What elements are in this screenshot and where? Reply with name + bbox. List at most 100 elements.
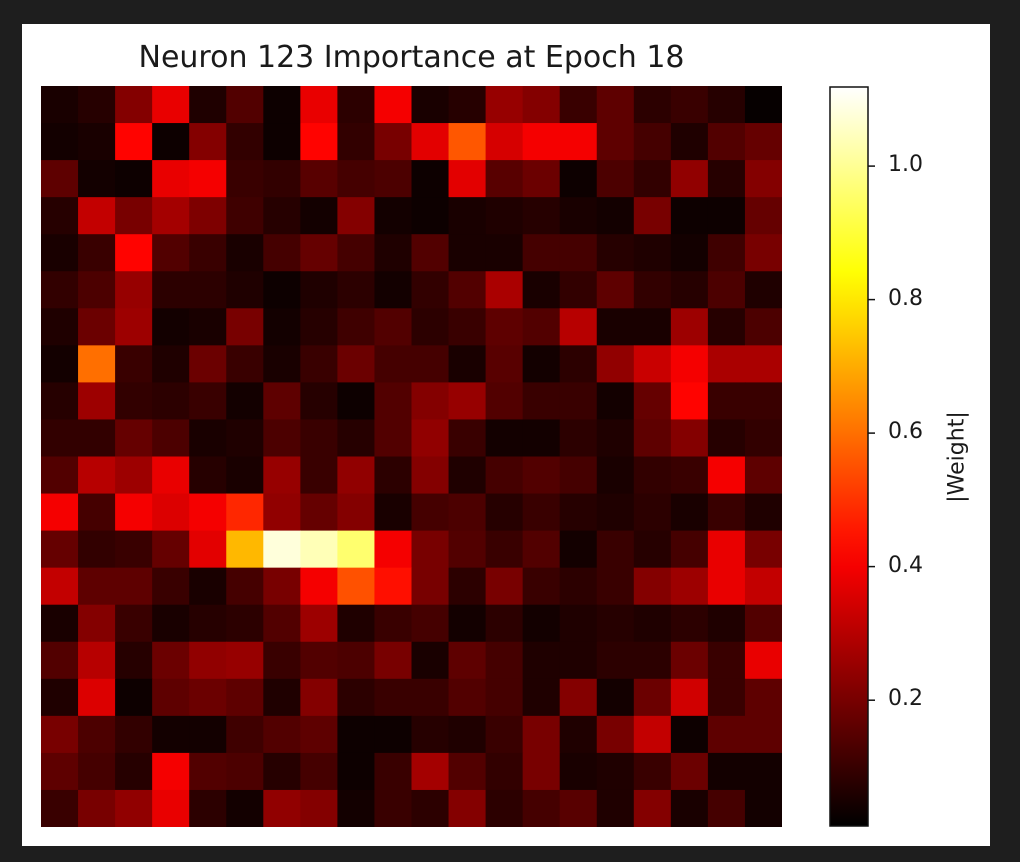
heatmap-cell-r17-c1	[78, 715, 116, 754]
heatmap-cell-r13-c9	[374, 567, 413, 606]
heatmap-cell-r3-c8	[337, 197, 376, 235]
heatmap-cell-r5-c4	[189, 271, 227, 309]
heatmap-cell-r2-c12	[485, 160, 524, 198]
heatmap-cell-r5-c8	[337, 271, 376, 309]
heatmap-cell-r19-c13	[522, 789, 561, 827]
heatmap-cell-r13-c6	[263, 567, 301, 606]
heatmap-cell-r18-c12	[485, 752, 524, 791]
heatmap-cell-r19-c10	[411, 789, 450, 827]
heatmap-cell-r9-c4	[189, 419, 227, 458]
colorbar-gradient	[829, 86, 869, 827]
heatmap-cell-r6-c7	[300, 308, 338, 346]
heatmap-cell-r18-c4	[189, 752, 227, 791]
heatmap-cell-r4-c5	[226, 234, 264, 272]
heatmap-cell-r14-c11	[448, 604, 487, 643]
heatmap-cell-r1-c8	[337, 123, 376, 161]
heatmap-cell-r11-c19	[744, 493, 782, 532]
heatmap-cell-r19-c0	[41, 789, 79, 827]
heatmap-cell-r15-c10	[411, 641, 450, 680]
heatmap-cell-r5-c19	[744, 271, 782, 309]
heatmap-cell-r19-c9	[374, 789, 413, 827]
heatmap-cell-r15-c18	[707, 641, 746, 680]
heatmap-cell-r1-c7	[300, 123, 338, 161]
heatmap-cell-r1-c18	[707, 123, 746, 161]
heatmap-cell-r19-c8	[337, 789, 376, 827]
heatmap-cell-r1-c4	[189, 123, 227, 161]
heatmap-cell-r2-c18	[707, 160, 746, 198]
heatmap-cell-r5-c10	[411, 271, 450, 309]
heatmap-cell-r9-c9	[374, 419, 413, 458]
heatmap-cell-r18-c6	[263, 752, 301, 791]
heatmap-cell-r18-c1	[78, 752, 116, 791]
heatmap-cell-r10-c9	[374, 456, 413, 495]
heatmap-cell-r19-c12	[485, 789, 524, 827]
chart-title: Neuron 123 Importance at Epoch 18	[138, 40, 685, 75]
heatmap-cell-r4-c12	[485, 234, 524, 272]
heatmap-cell-r0-c13	[522, 86, 561, 124]
heatmap-cell-r7-c12	[485, 345, 524, 383]
heatmap-cell-r16-c6	[263, 678, 301, 717]
heatmap-cell-r17-c18	[707, 715, 746, 754]
heatmap-cell-r15-c2	[115, 641, 153, 680]
heatmap-cell-r14-c4	[189, 604, 227, 643]
heatmap-cell-r10-c3	[152, 456, 190, 495]
heatmap-cell-r11-c18	[707, 493, 746, 532]
heatmap-cell-r16-c8	[337, 678, 376, 717]
heatmap-cell-r10-c7	[300, 456, 338, 495]
heatmap-cell-r18-c8	[337, 752, 376, 791]
heatmap-cell-r3-c16	[633, 197, 672, 235]
heatmap-cell-r7-c14	[559, 345, 598, 383]
heatmap-cell-r3-c5	[226, 197, 264, 235]
heatmap-cell-r15-c8	[337, 641, 376, 680]
heatmap-cell-r17-c7	[300, 715, 338, 754]
heatmap-cell-r0-c9	[374, 86, 413, 124]
heatmap-cell-r9-c16	[633, 419, 672, 458]
heatmap-cell-r11-c11	[448, 493, 487, 532]
heatmap-cell-r12-c4	[189, 530, 227, 569]
heatmap-cell-r7-c3	[152, 345, 190, 383]
heatmap-cell-r6-c3	[152, 308, 190, 346]
heatmap-cell-r13-c10	[411, 567, 450, 606]
heatmap-cell-r6-c0	[41, 308, 79, 346]
heatmap-cell-r16-c18	[707, 678, 746, 717]
heatmap-cell-r19-c15	[596, 789, 635, 827]
heatmap-cell-r15-c9	[374, 641, 413, 680]
heatmap-cell-r2-c3	[152, 160, 190, 198]
heatmap-cell-r16-c9	[374, 678, 413, 717]
heatmap-cell-r7-c1	[78, 345, 116, 383]
heatmap-cell-r14-c8	[337, 604, 376, 643]
heatmap-cell-r13-c8	[337, 567, 376, 606]
heatmap-cell-r5-c0	[41, 271, 79, 309]
heatmap-cell-r16-c15	[596, 678, 635, 717]
heatmap-cell-r3-c2	[115, 197, 153, 235]
heatmap-cell-r8-c16	[633, 382, 672, 421]
heatmap-cell-r17-c11	[448, 715, 487, 754]
heatmap-cell-r8-c11	[448, 382, 487, 421]
heatmap-cell-r6-c4	[189, 308, 227, 346]
heatmap-cell-r4-c9	[374, 234, 413, 272]
heatmap-cell-r13-c17	[670, 567, 709, 606]
heatmap-cell-r6-c16	[633, 308, 672, 346]
heatmap-cell-r12-c6	[263, 530, 301, 569]
heatmap-cell-r12-c12	[485, 530, 524, 569]
heatmap-cell-r15-c11	[448, 641, 487, 680]
heatmap-cell-r18-c19	[744, 752, 782, 791]
heatmap-cell-r12-c13	[522, 530, 561, 569]
heatmap-cell-r8-c13	[522, 382, 561, 421]
heatmap-cell-r4-c6	[263, 234, 301, 272]
heatmap-cell-r2-c5	[226, 160, 264, 198]
heatmap-cell-r15-c15	[596, 641, 635, 680]
heatmap-cell-r16-c16	[633, 678, 672, 717]
heatmap-cell-r0-c0	[41, 86, 79, 124]
heatmap-cell-r14-c16	[633, 604, 672, 643]
heatmap-cell-r1-c19	[744, 123, 782, 161]
heatmap-cell-r1-c2	[115, 123, 153, 161]
heatmap-cell-r4-c19	[744, 234, 782, 272]
heatmap-cell-r15-c12	[485, 641, 524, 680]
heatmap-cell-r10-c16	[633, 456, 672, 495]
heatmap-cell-r7-c11	[448, 345, 487, 383]
heatmap-cell-r17-c9	[374, 715, 413, 754]
heatmap-cell-r3-c0	[41, 197, 79, 235]
heatmap-cell-r2-c2	[115, 160, 153, 198]
heatmap-cell-r5-c16	[633, 271, 672, 309]
